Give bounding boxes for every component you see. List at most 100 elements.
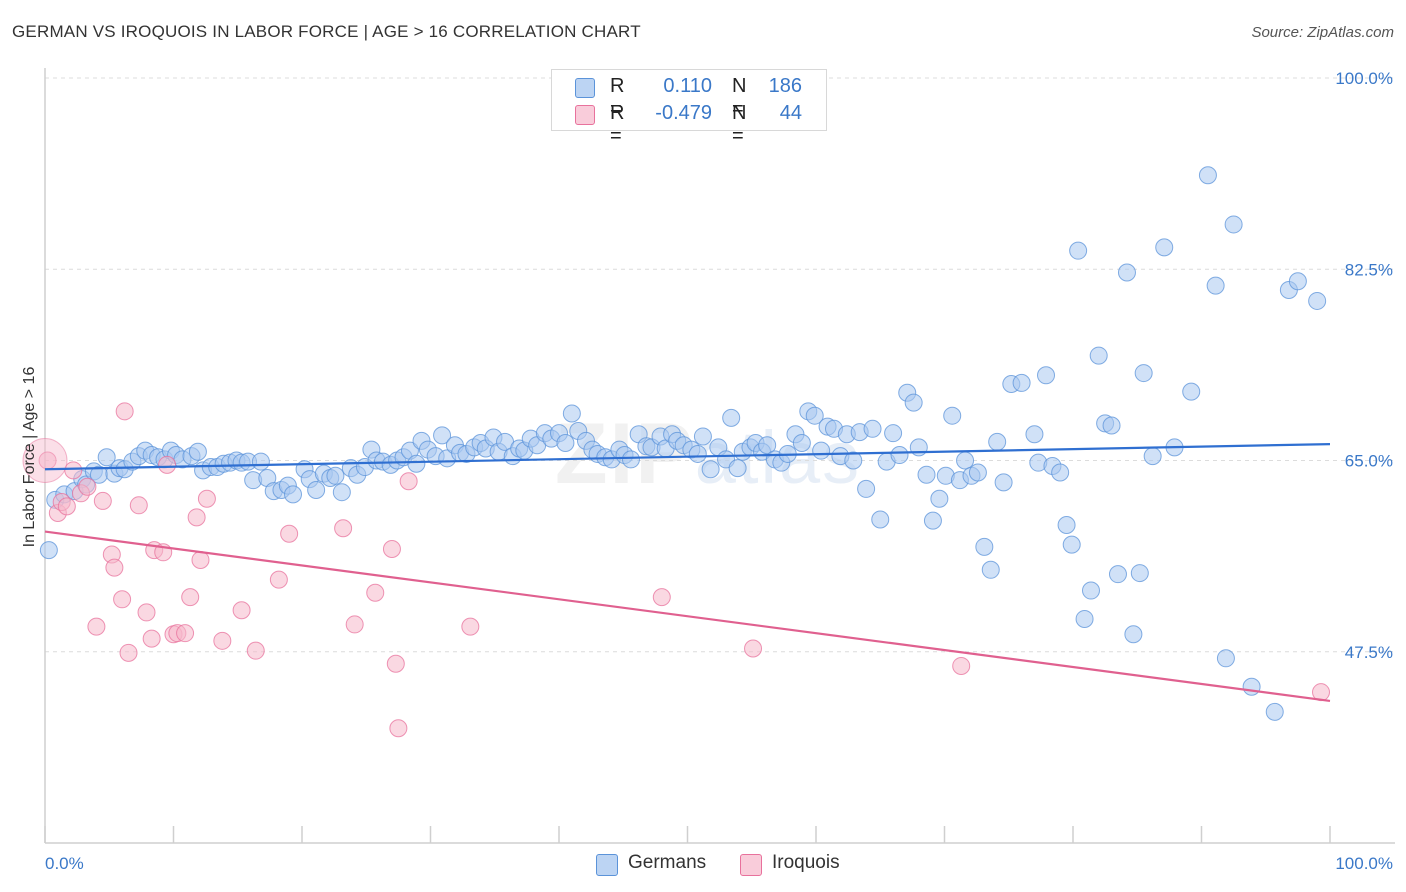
iroquois-point <box>129 496 148 515</box>
iroquois-point <box>744 639 763 658</box>
iroquois-point <box>366 583 385 602</box>
germans-point <box>904 393 923 412</box>
iroquois-point <box>137 603 156 622</box>
germans-point <box>1134 364 1153 383</box>
iroquois-point <box>382 540 401 559</box>
germans-point <box>556 434 575 453</box>
iroquois-point <box>386 654 405 673</box>
iroquois-point <box>119 643 138 662</box>
germans-point <box>758 436 777 455</box>
germans-point <box>1057 515 1076 534</box>
germans-point <box>857 479 876 498</box>
germans-point <box>1069 241 1088 260</box>
series-germans-points <box>39 166 1327 721</box>
chart-title: GERMAN VS IROQUOIS IN LABOR FORCE | AGE … <box>12 22 641 41</box>
iroquois-point <box>191 550 210 569</box>
legend-swatch-germans <box>575 78 595 98</box>
iroquois-point <box>93 491 112 510</box>
germans-point <box>988 432 1007 451</box>
legend-label-iroquois: Iroquois <box>772 852 840 873</box>
iroquois-point <box>389 719 408 738</box>
germans-point <box>1025 425 1044 444</box>
germans-point <box>1216 649 1235 668</box>
tick-labels: 47.5% 65.0% 82.5% 100.0% 0.0% 100.0% <box>45 69 1393 873</box>
iroquois-trend-line <box>44 530 1331 703</box>
germans-point <box>1117 263 1136 282</box>
iroquois-point <box>246 641 265 660</box>
germans-point <box>863 419 882 438</box>
germans-point <box>722 408 741 427</box>
germans-point <box>1051 463 1070 482</box>
germans-point <box>1155 238 1174 257</box>
germans-point <box>1081 581 1100 600</box>
germans-point <box>1143 447 1162 466</box>
r-value: 0.110 <box>663 75 712 97</box>
germans-point <box>251 452 270 471</box>
iroquois-point <box>197 489 216 508</box>
germans-point <box>1062 535 1081 554</box>
germans-trend-line <box>44 443 1331 471</box>
germans-point <box>923 511 942 530</box>
series-iroquois-points <box>22 402 1331 738</box>
germans-point <box>1265 702 1284 721</box>
iroquois-point <box>57 497 76 516</box>
source-label: Source: ZipAtlas.com <box>1251 24 1394 41</box>
iroquois-point <box>113 590 132 609</box>
iroquois-point <box>461 617 480 636</box>
iroquois-point <box>232 601 251 620</box>
germans-point <box>326 466 345 485</box>
iroquois-point <box>78 477 97 496</box>
y-tick-label: 65.0% <box>1345 452 1393 471</box>
iroquois-point <box>345 615 364 634</box>
iroquois-point <box>22 438 68 483</box>
iroquois-point <box>399 472 418 491</box>
y-axis-label: In Labor Force | Age > 16 <box>21 367 38 548</box>
germans-point <box>1242 677 1261 696</box>
germans-point <box>188 442 207 461</box>
germans-point <box>407 454 426 473</box>
legend-label-germans: Germans <box>628 852 707 873</box>
r-value: -0.479 <box>655 102 712 124</box>
germans-point <box>1089 346 1108 365</box>
iroquois-point <box>187 508 206 527</box>
n-value: 44 <box>779 102 802 124</box>
germans-point <box>884 424 903 443</box>
germans-point <box>792 434 811 453</box>
iroquois-point <box>181 588 200 607</box>
germans-point <box>562 404 581 423</box>
germans-point <box>1108 565 1127 584</box>
iroquois-point <box>64 461 83 480</box>
germans-point <box>1206 276 1225 295</box>
iroquois-point <box>952 656 971 675</box>
germans-point <box>701 460 720 479</box>
germans-point <box>968 463 987 482</box>
germans-point <box>1012 373 1031 392</box>
germans-point <box>39 541 58 560</box>
legend-swatch-germans <box>596 854 618 876</box>
iroquois-point <box>115 402 134 421</box>
germans-point <box>871 510 890 529</box>
y-tick-label: 47.5% <box>1345 643 1393 662</box>
germans-point <box>284 485 303 504</box>
germans-point <box>97 448 116 467</box>
iroquois-point <box>269 570 288 589</box>
iroquois-point <box>334 519 353 538</box>
y-tick-label: 82.5% <box>1345 260 1393 279</box>
germans-point <box>956 451 975 470</box>
germans-point <box>1182 382 1201 401</box>
iroquois-point <box>105 558 124 577</box>
n-label: N = <box>732 102 747 147</box>
germans-point <box>805 406 824 425</box>
germans-point <box>433 426 452 445</box>
germans-point <box>812 441 831 460</box>
grid-lines <box>45 77 1395 653</box>
iroquois-point <box>87 617 106 636</box>
iroquois-point <box>158 455 177 474</box>
germans-point <box>930 489 949 508</box>
r-label: R = <box>610 75 625 120</box>
germans-point <box>1288 272 1307 291</box>
germans-point <box>728 459 747 478</box>
germans-point <box>1124 625 1143 644</box>
iroquois-point <box>142 629 161 648</box>
